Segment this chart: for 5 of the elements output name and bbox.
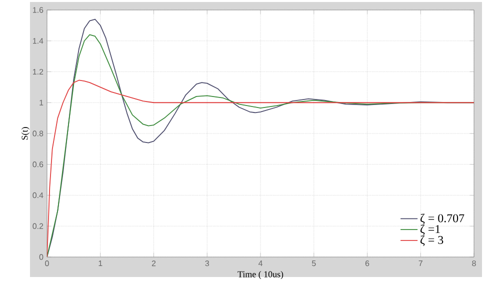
legend-label: ζ = 3 xyxy=(420,236,444,246)
legend-label: ζ = 0.707 xyxy=(420,214,464,224)
y-axis-title: S(t) xyxy=(21,127,30,140)
x-axis-title: Time ( 10us) xyxy=(238,271,284,280)
legend-label: ζ =1 xyxy=(420,224,440,236)
